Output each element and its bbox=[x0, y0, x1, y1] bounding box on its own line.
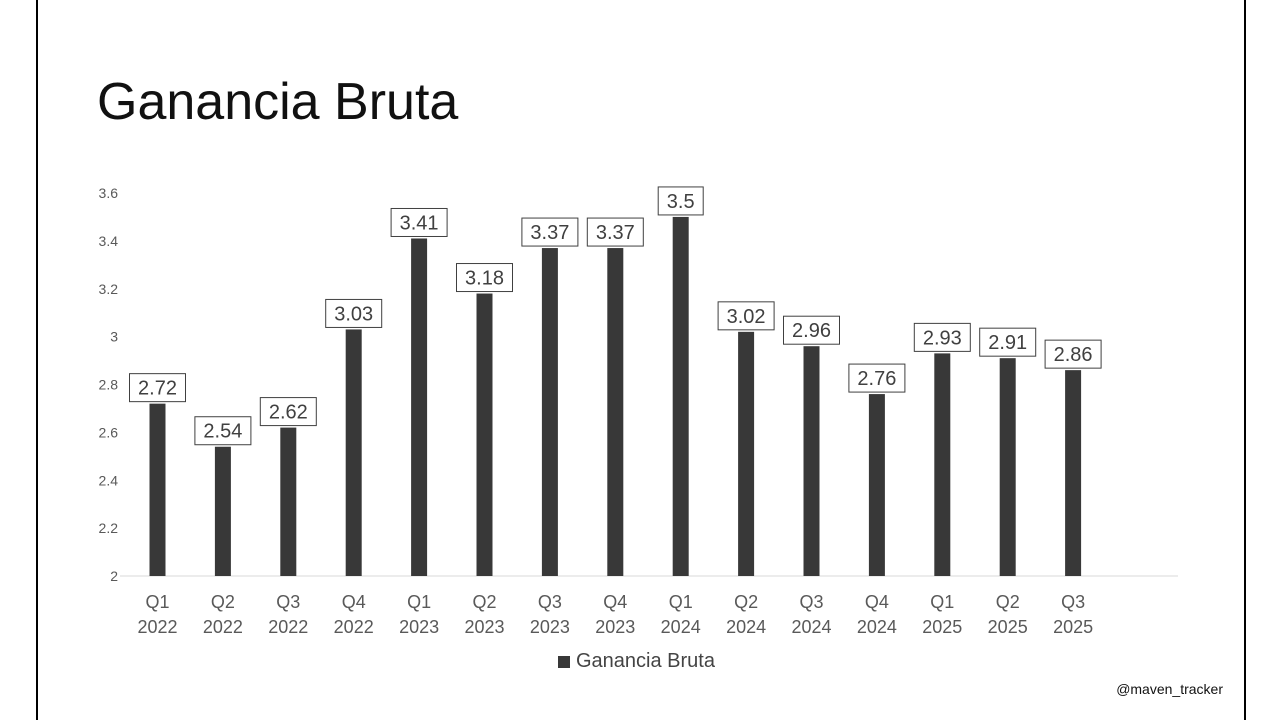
x-tick-label-year: 2024 bbox=[791, 617, 831, 637]
y-tick-label: 3.2 bbox=[99, 281, 119, 297]
bar bbox=[149, 403, 166, 576]
x-tick-label-year: 2023 bbox=[530, 617, 570, 637]
x-tick-label-year: 2022 bbox=[268, 617, 308, 637]
y-tick-label: 3.6 bbox=[99, 185, 119, 201]
chart-title: Ganancia Bruta bbox=[97, 73, 459, 131]
data-label-box bbox=[848, 363, 906, 393]
x-tick-label-year: 2024 bbox=[857, 617, 897, 637]
x-tick-label-year: 2023 bbox=[399, 617, 439, 637]
x-tick-label-year: 2024 bbox=[661, 617, 701, 637]
data-label: 2.96 bbox=[792, 320, 831, 342]
data-label-box bbox=[456, 263, 513, 293]
x-tick-label-quarter: Q3 bbox=[799, 592, 823, 612]
bar bbox=[214, 446, 231, 576]
slide-border-right bbox=[1244, 0, 1246, 720]
bar bbox=[738, 331, 755, 576]
data-label: 3.5 bbox=[667, 191, 695, 213]
data-label-box bbox=[717, 301, 775, 331]
data-label: 2.86 bbox=[1054, 344, 1093, 366]
x-tick-label-quarter: Q2 bbox=[211, 592, 235, 612]
y-tick-label: 3 bbox=[110, 329, 118, 345]
bar bbox=[607, 248, 624, 576]
data-label-box bbox=[194, 416, 252, 446]
y-tick-label: 2.4 bbox=[99, 472, 119, 488]
legend: Ganancia Bruta bbox=[558, 650, 715, 673]
bar bbox=[999, 358, 1016, 576]
bars bbox=[149, 216, 1082, 576]
data-label: 3.37 bbox=[596, 222, 635, 244]
x-tick-label-quarter: Q3 bbox=[538, 592, 562, 612]
x-tick-label-quarter: Q2 bbox=[996, 592, 1020, 612]
data-label: 2.72 bbox=[138, 378, 177, 400]
data-label-box bbox=[521, 217, 579, 247]
data-label-box bbox=[259, 397, 317, 427]
data-label-box bbox=[390, 207, 448, 237]
data-label-box bbox=[657, 186, 704, 216]
x-tick-label-quarter: Q4 bbox=[603, 592, 627, 612]
legend-label: Ganancia Bruta bbox=[576, 650, 715, 672]
x-tick-label-year: 2023 bbox=[595, 617, 635, 637]
data-label: 3.37 bbox=[530, 222, 569, 244]
x-tick-label-quarter: Q4 bbox=[865, 592, 889, 612]
data-label-box bbox=[586, 217, 644, 247]
data-label: 3.18 bbox=[465, 268, 504, 290]
bar bbox=[411, 238, 428, 576]
x-tick-label-quarter: Q2 bbox=[734, 592, 758, 612]
x-tick-label-quarter: Q3 bbox=[276, 592, 300, 612]
legend-swatch bbox=[558, 655, 570, 668]
data-label: 2.93 bbox=[923, 327, 962, 349]
bar bbox=[476, 293, 493, 576]
y-tick-label: 2.8 bbox=[99, 377, 119, 393]
bar bbox=[934, 353, 951, 576]
data-label-box bbox=[129, 373, 186, 403]
watermark: @maven_tracker bbox=[1116, 681, 1223, 697]
x-tick-label-year: 2022 bbox=[137, 617, 177, 637]
data-label: 2.54 bbox=[203, 421, 242, 443]
x-tick-label-quarter: Q4 bbox=[342, 592, 366, 612]
bar bbox=[868, 394, 885, 576]
x-tick-label-quarter: Q1 bbox=[145, 592, 169, 612]
data-label-box bbox=[913, 322, 971, 352]
data-label: 2.76 bbox=[857, 368, 896, 390]
x-tick-label-quarter: Q2 bbox=[472, 592, 496, 612]
x-tick-label-quarter: Q1 bbox=[930, 592, 954, 612]
x-tick-label-year: 2023 bbox=[464, 617, 504, 637]
y-axis-ticks: 2 2.2 2.4 2.6 2.8 3 3.2 3.4 3.6 bbox=[99, 185, 119, 584]
data-label-box bbox=[325, 298, 383, 328]
data-label: 3.03 bbox=[334, 303, 373, 325]
x-tick-label-quarter: Q1 bbox=[407, 592, 431, 612]
x-tick-label-quarter: Q3 bbox=[1061, 592, 1085, 612]
y-tick-label: 2 bbox=[110, 568, 118, 584]
data-label: 2.62 bbox=[269, 402, 308, 424]
x-tick-label-year: 2025 bbox=[988, 617, 1028, 637]
bar bbox=[541, 248, 558, 576]
data-label-box bbox=[979, 327, 1037, 357]
bar bbox=[280, 427, 297, 576]
x-tick-label-quarter: Q1 bbox=[669, 592, 693, 612]
x-tick-label-year: 2022 bbox=[334, 617, 374, 637]
data-labels: 2.72 2.54 2.62 3.03 3.41 3.18 3.37 3.37 3.5 3.02 2… bbox=[129, 186, 1102, 446]
bar bbox=[1065, 370, 1082, 576]
data-label: 2.91 bbox=[988, 332, 1027, 354]
x-axis-labels: Q1 2022 Q2 2022 Q3 2022 Q4 2022 Q1 2023 Q2 2023 Q3 20… bbox=[137, 592, 1093, 637]
data-label: 3.02 bbox=[727, 306, 766, 328]
x-tick-label-year: 2025 bbox=[922, 617, 962, 637]
y-tick-label: 3.4 bbox=[99, 233, 119, 249]
y-tick-label: 2.2 bbox=[99, 520, 119, 536]
bar bbox=[345, 329, 362, 576]
x-tick-label-year: 2024 bbox=[726, 617, 766, 637]
data-label-box bbox=[1044, 339, 1102, 369]
data-label: 3.41 bbox=[400, 212, 439, 234]
bar bbox=[803, 346, 820, 576]
y-tick-label: 2.6 bbox=[99, 424, 119, 440]
x-tick-label-year: 2022 bbox=[203, 617, 243, 637]
x-tick-label-year: 2025 bbox=[1053, 617, 1093, 637]
data-label-box bbox=[783, 315, 840, 345]
bar bbox=[672, 216, 689, 576]
slide-border-left bbox=[36, 0, 38, 720]
